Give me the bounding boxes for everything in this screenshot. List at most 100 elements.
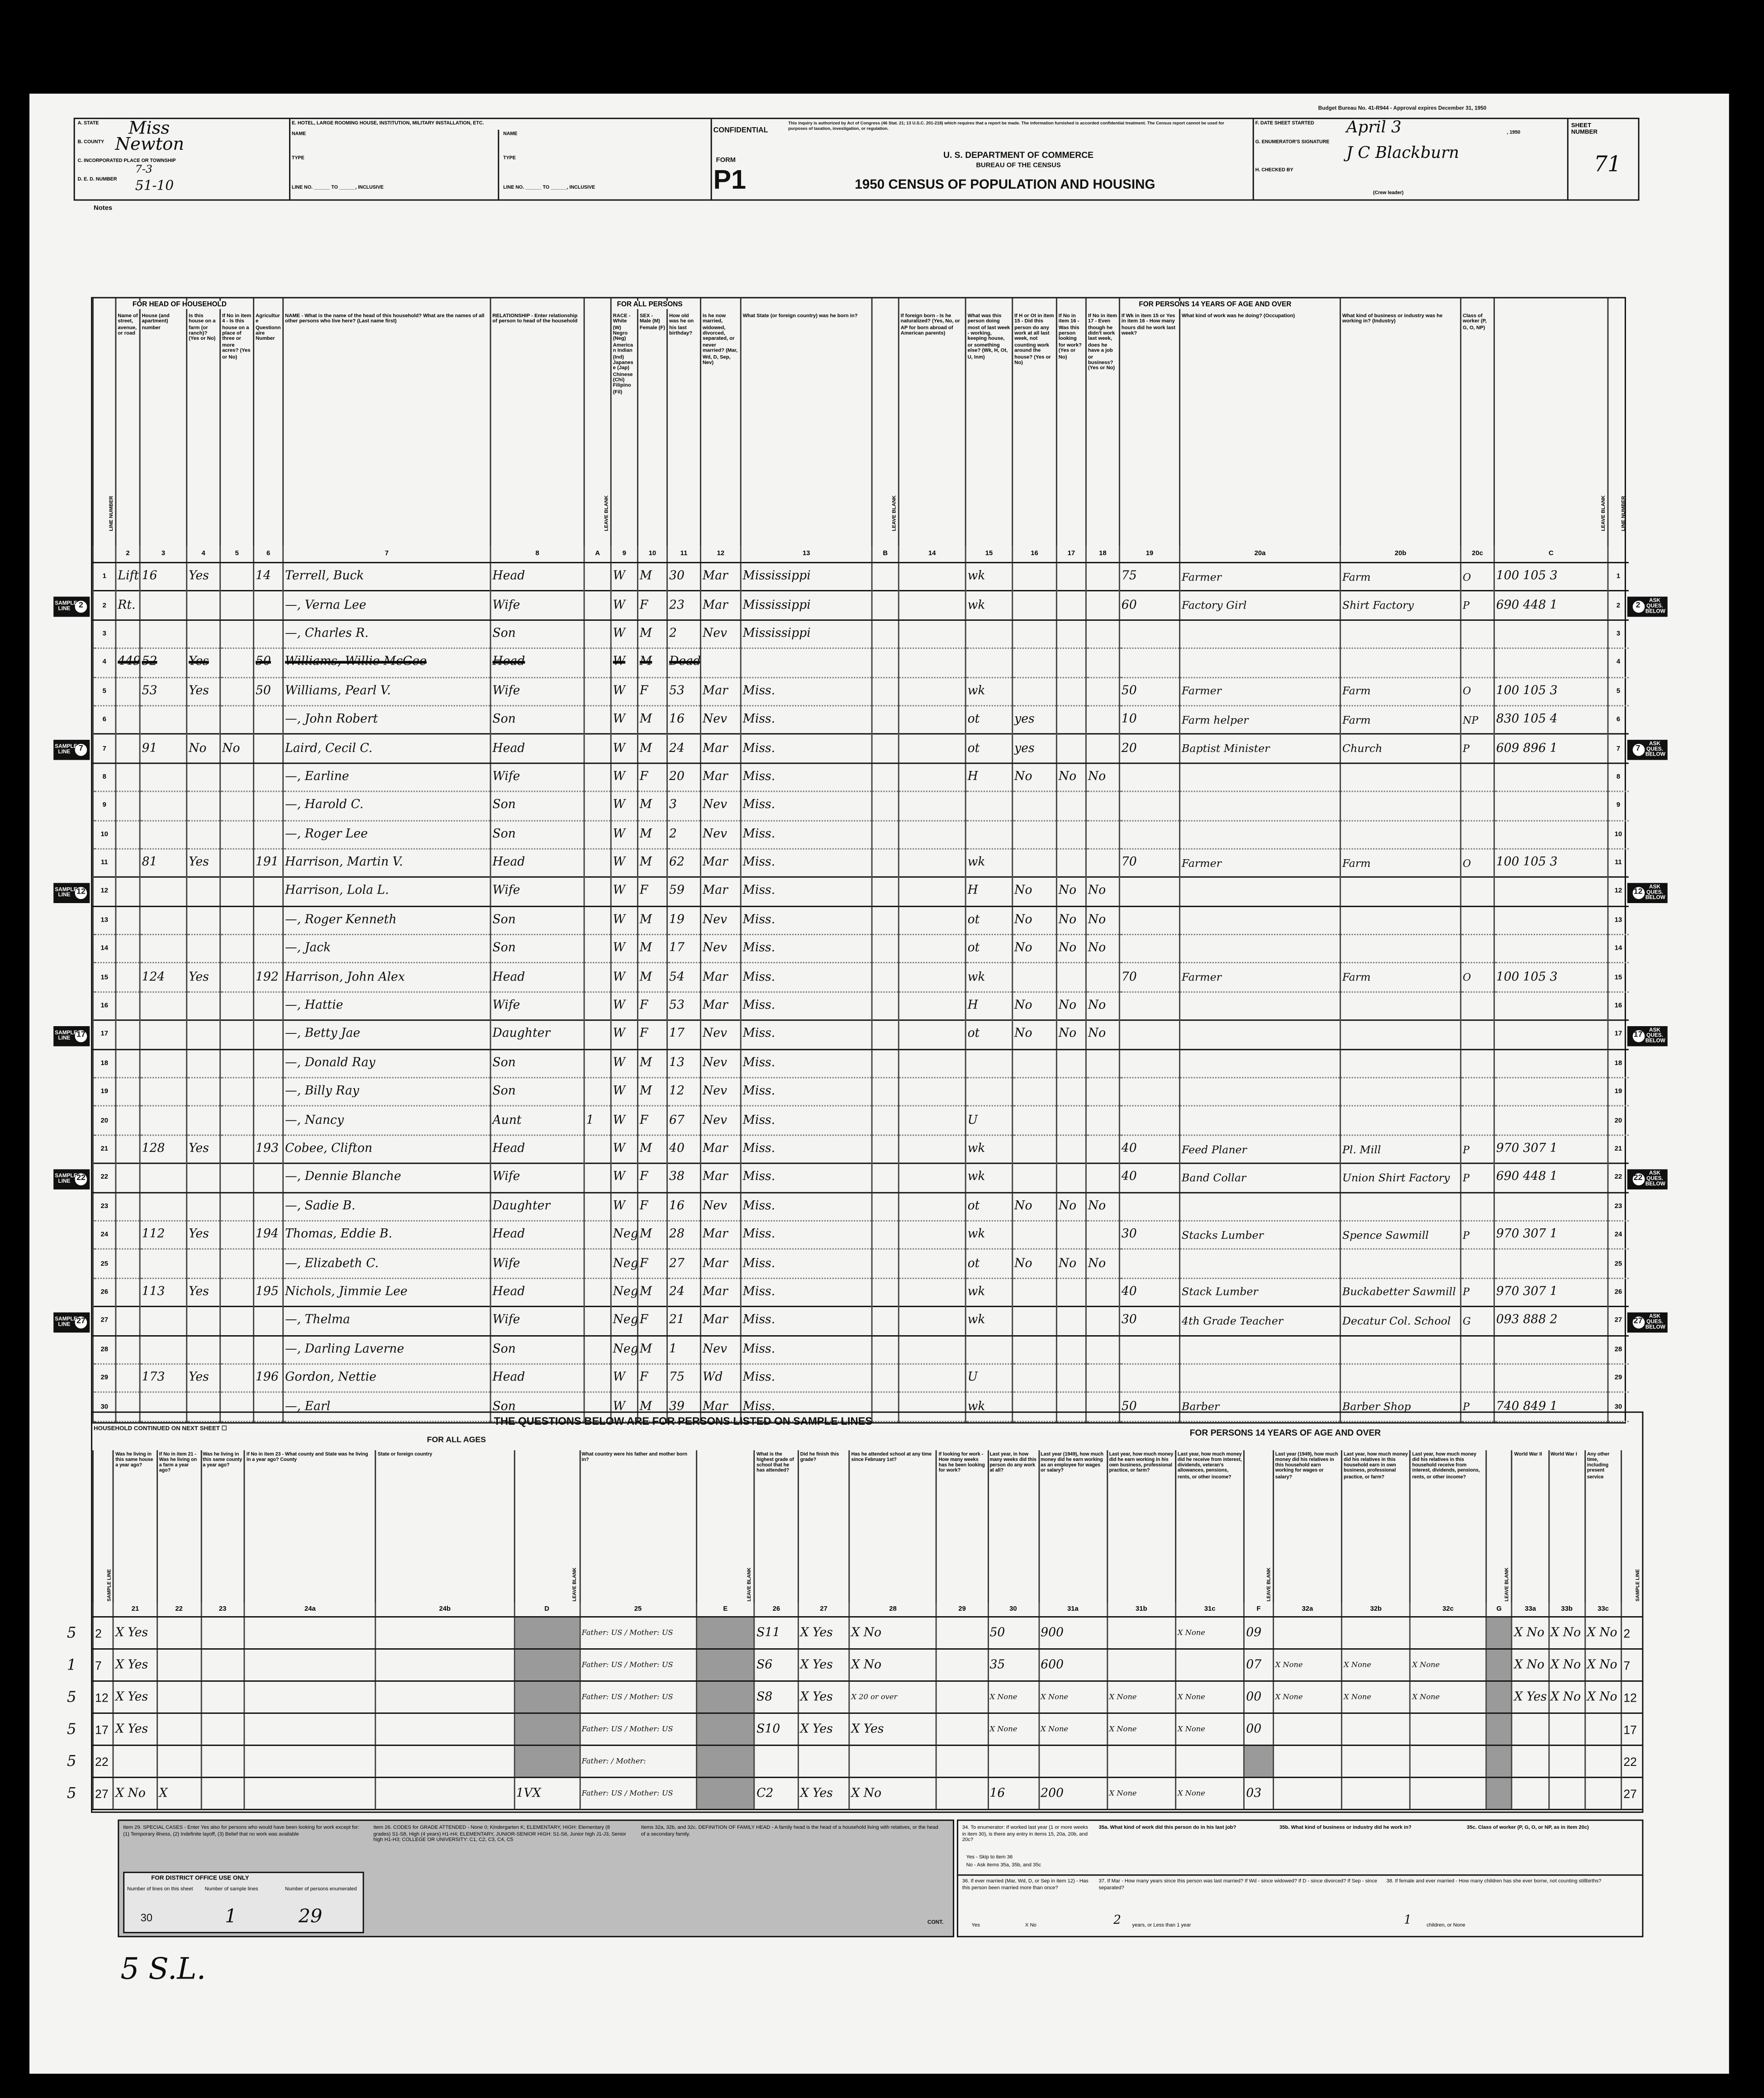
table-row: 6 —, John Robert Son W M 16 Nev Miss. ot yes 10 Far…	[92, 705, 1628, 735]
sample-cell-33c	[1584, 1777, 1621, 1810]
cell-10: M	[637, 1077, 667, 1107]
item-36-no[interactable]: X No	[1025, 1922, 1037, 1928]
cell-9: W	[610, 1077, 638, 1107]
sample-cell-22	[156, 1681, 201, 1714]
cell-10: M	[637, 648, 667, 678]
column-number: 6	[253, 546, 283, 563]
sample-column-header: Last year, how much money did his relati…	[1409, 1450, 1486, 1603]
cell-15: H	[965, 992, 1013, 1021]
cell-20c: P	[1460, 590, 1494, 621]
cell-13: Miss.	[740, 1106, 872, 1136]
sample-cell-E	[695, 1681, 755, 1714]
cell-2	[115, 848, 140, 878]
column-number: 9	[610, 546, 638, 563]
cell-16	[1012, 791, 1057, 821]
cell-12: Mar	[700, 1249, 741, 1279]
cell-20c	[1460, 1077, 1494, 1107]
cell-17	[1056, 562, 1086, 592]
line-number: 9	[92, 791, 116, 821]
cell-20b	[1339, 820, 1461, 850]
cell-16	[1012, 1221, 1057, 1250]
sample-cell-32b: X None	[1341, 1649, 1410, 1682]
cell-15: wk	[965, 562, 1013, 592]
cell-3	[139, 590, 187, 621]
cell-10: M	[637, 619, 667, 649]
cell-20a	[1179, 619, 1341, 649]
sample-line-number: 12	[92, 1681, 114, 1714]
cell-B	[871, 1049, 899, 1079]
sample-group-all: FOR ALL AGES	[427, 1437, 486, 1445]
cell-20c: O	[1460, 562, 1494, 592]
cell-15: wk	[965, 1306, 1013, 1336]
sample-column-header: Last year (1949), how much money did he …	[1038, 1450, 1108, 1603]
line-number: 10	[92, 820, 116, 850]
cell-2	[115, 820, 140, 850]
cell-10: M	[637, 820, 667, 850]
item-36-yes[interactable]: Yes	[971, 1922, 980, 1928]
cell-15: wk	[965, 590, 1013, 621]
item-34-yes[interactable]: Yes - Skip to item 36	[966, 1854, 1013, 1860]
hotel-block: e. HOTEL, LARGE ROOMING HOUSE, INSTITUTI…	[289, 119, 712, 200]
sample-cell-32b: X None	[1341, 1681, 1410, 1714]
cell-14	[898, 1221, 966, 1250]
cell-20b	[1339, 1077, 1461, 1107]
cell-20b: Decatur Col. School	[1339, 1306, 1461, 1336]
line-number-right: 28	[1607, 1335, 1628, 1365]
item-34-no[interactable]: No - Ask items 35a, 35b, and 35c	[966, 1862, 1041, 1868]
column-header: How old was he on his last birthday?	[666, 298, 701, 546]
table-row: 28 —, Darling Laverne Son Neg M 1 Nev Miss. 28	[92, 1335, 1628, 1365]
cell-20b: Pl. Mill	[1339, 1135, 1461, 1165]
line-number: 18	[92, 1049, 116, 1079]
sample-cell-31a: X None	[1038, 1681, 1108, 1714]
cell-C: 100 105 3	[1493, 963, 1608, 993]
cell-20c	[1460, 906, 1494, 936]
cell-8: Son	[490, 791, 585, 821]
cell-20b: Union Shirt Factory	[1339, 1163, 1461, 1193]
cell-18: No	[1085, 1249, 1120, 1279]
line-number: 29	[92, 1364, 116, 1394]
cell-5	[219, 590, 254, 621]
cell-16	[1012, 562, 1057, 592]
cell-20b	[1339, 1106, 1461, 1136]
column-number: A	[583, 546, 611, 563]
sample-cell-24a	[243, 1777, 376, 1810]
cell-17	[1056, 848, 1086, 878]
cell-20c: O	[1460, 848, 1494, 878]
cell-11: 19	[666, 906, 701, 936]
cell-14	[898, 1049, 966, 1079]
household-continued-checkbox[interactable]: HOUSEHOLD CONTINUED ON NEXT SHEET ☐	[94, 1425, 227, 1432]
column-number: 16	[1012, 546, 1057, 563]
cell-17: No	[1056, 763, 1086, 792]
cell-12: Mar	[700, 1135, 741, 1165]
sample-row-annotation: 5	[67, 1688, 76, 1705]
cell-12: Nev	[700, 934, 741, 964]
column-header: If No in item 17 - Even though he didn't…	[1085, 298, 1120, 546]
table-row: 16 —, Hattie Wife W F 53 Mar Miss. H No No No 16	[92, 992, 1628, 1021]
cell-17: No	[1056, 876, 1086, 907]
line-number: 4	[92, 648, 116, 678]
cell-11: 16	[666, 705, 701, 735]
sample-cell-F: 00	[1243, 1713, 1274, 1746]
cell-8: Head	[490, 733, 585, 764]
column-number: 25	[579, 1603, 696, 1618]
sample-row: 27 X No X 1VX Father: US / Mother: US C2 X Yes…	[92, 1777, 1642, 1810]
sample-line-number: 2	[75, 600, 87, 612]
cell-20b: Spence Sawmill	[1339, 1221, 1461, 1250]
cell-C	[1493, 992, 1608, 1021]
sample-line-number: 17	[75, 1029, 87, 1042]
column-number: 31a	[1038, 1603, 1108, 1618]
sample-cell-32c	[1409, 1617, 1486, 1650]
cell-11: 28	[666, 1221, 701, 1250]
cell-19	[1118, 1364, 1180, 1394]
cell-2	[115, 1106, 140, 1136]
cell-17	[1056, 590, 1086, 621]
sample-cell-28: X Yes	[848, 1713, 937, 1746]
cell-17	[1056, 619, 1086, 649]
cell-B	[871, 934, 899, 964]
cell-19	[1118, 619, 1180, 649]
cell-4: Yes	[186, 963, 220, 993]
line-number: 15	[92, 963, 116, 993]
cell-11: 53	[666, 992, 701, 1021]
cell-20c: NP	[1460, 705, 1494, 735]
sample-line-number: 12	[1632, 886, 1644, 899]
